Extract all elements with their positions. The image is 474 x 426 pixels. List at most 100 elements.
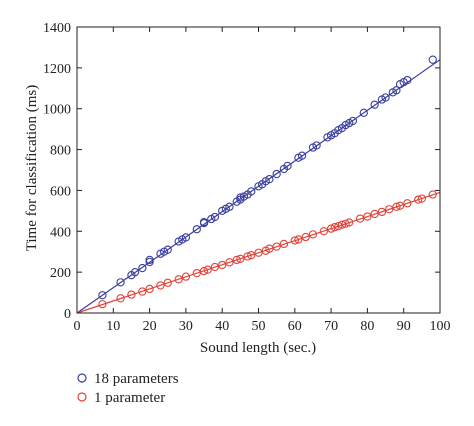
data-point-18-parameters [370,100,379,109]
x-tick-label: 50 [252,319,266,334]
data-point-18-parameters [236,193,245,202]
legend: 18 parameters 1 parameter [77,371,179,406]
data-point-1-parameter [247,251,256,260]
x-axis-label: Sound length (sec.) [200,340,316,356]
data-point-1-parameter [174,275,183,284]
x-tick-label: 0 [74,319,81,334]
data-point-1-parameter [290,236,299,245]
data-point-1-parameter [326,224,336,233]
data-point-18-parameters [225,202,234,211]
data-point-1-parameter [330,223,339,232]
axes: 0 10 20 30 40 50 60 70 80 90 100020040060080010001… [43,21,451,334]
data-point-18-parameters [428,55,437,64]
x-tick-label: 30 [179,319,193,334]
data-point-18-parameters [98,291,107,300]
data-point-1-parameter [355,214,365,223]
y-tick-label: 1200 [43,62,71,77]
data-point-1-parameter [385,205,394,214]
y-tick-label: 800 [50,144,71,159]
y-tick-label: 600 [50,184,71,199]
data-point-1-parameter [138,287,147,296]
data-point-1-parameter [395,201,405,210]
data-point-1-parameter [236,254,245,264]
data-point-1-parameter [279,239,289,249]
data-point-1-parameter [337,220,347,229]
y-tick-label: 400 [50,225,71,240]
data-point-18-parameters [403,75,412,85]
x-tick-label: 90 [397,319,411,334]
data-point-1-parameter [392,202,401,211]
y-tick-label: 1400 [43,21,71,36]
data-point-18-parameters [130,267,140,277]
data-point-18-parameters [283,161,292,171]
x-tick-label: 20 [143,319,157,334]
data-point-18-parameters [297,151,307,160]
data-point-18-parameters [381,93,390,102]
data-point-1-parameter [428,190,437,199]
data-point-1-parameter [98,300,107,309]
data-point-1-parameter [210,262,220,272]
data-point-18-parameters [192,225,201,234]
x-tick-label: 60 [288,319,302,334]
data-point-1-parameter [308,230,318,239]
data-point-1-parameter [294,235,303,244]
data-point-1-parameter [334,222,343,231]
data-point-1-parameter [156,281,165,290]
data-point-1-parameter [116,294,125,303]
data-point-18-parameters [181,233,191,242]
data-point-18-parameters [265,175,274,184]
data-point-1-parameter [145,284,154,294]
data-point-1-parameter [218,260,227,270]
data-point-1-parameter [272,242,281,251]
data-point-1-parameter [363,212,372,221]
y-tick-label: 0 [64,307,71,322]
data-point-1-parameter [417,194,426,203]
data-point-1-parameter [225,258,234,267]
data-point-18-parameters [312,141,321,150]
data-point-1-parameter [203,265,212,274]
y-axis-label: Time for classification (ms) [24,85,40,252]
data-point-1-parameter [232,255,241,265]
data-point-1-parameter [301,232,310,242]
data-point-18-parameters [116,278,125,287]
data-point-1-parameter [377,207,387,217]
data-point-1-parameter [127,290,136,299]
data-point-1-parameter [163,278,172,287]
data-point-1-parameter [199,266,209,276]
data-point-1-parameter [192,269,201,278]
data-point-1-parameter [403,199,412,208]
x-tick-label: 10 [106,319,120,334]
data-point-18-parameters [392,86,401,95]
data-point-1-parameter [414,195,423,204]
x-tick-label: 80 [360,319,374,334]
data-point-18-parameters [348,116,358,126]
x-tick-label: 100 [430,319,451,334]
legend-marker-1-parameter [77,392,87,402]
data-point-18-parameters [163,245,172,254]
fit-line-1-parameter [76,191,441,314]
data-point-18-parameters [199,217,209,227]
data-point-1-parameter [341,219,350,228]
data-point-1-parameter [370,209,379,219]
data-point-1-parameter [181,272,191,281]
x-tick-label: 40 [215,319,229,334]
legend-label-1-parameter: 1 parameter [94,390,165,406]
plot-frame [76,26,441,314]
y-tick-label: 200 [50,266,71,281]
data-point-18-parameters [272,169,281,179]
data-point-1-parameter [345,218,354,227]
data-point-18-parameters [210,212,220,222]
data-point-18-parameters [359,108,368,117]
data-point-1-parameter [319,227,328,236]
legend-marker-18-parameters [77,373,87,383]
data-point-18-parameters [138,263,147,273]
x-tick-label: 70 [324,319,338,334]
data-point-1-parameter [243,252,252,261]
data-point-18-parameters [247,187,256,196]
plot-data [76,55,441,314]
legend-label-18-parameters: 18 parameters [94,371,179,387]
data-point-18-parameters [145,255,154,265]
y-tick-label: 1000 [43,103,71,118]
data-point-1-parameter [254,248,263,257]
